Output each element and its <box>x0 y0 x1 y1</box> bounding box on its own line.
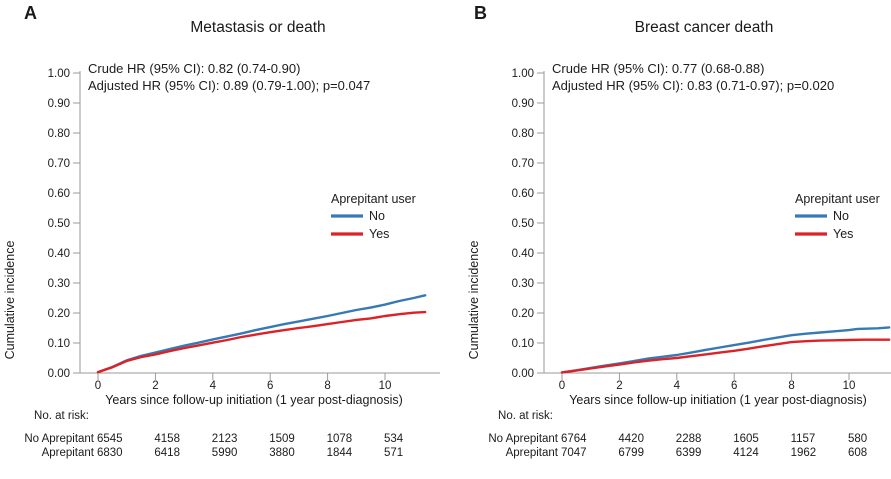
risk-row-label: No Aprepitant <box>488 433 558 445</box>
panel-letter-a: A <box>24 3 37 23</box>
y-tick-label: 0.10 <box>512 338 534 350</box>
y-tick-label: 0.80 <box>512 128 534 140</box>
x-tick-label: 8 <box>324 380 330 392</box>
risk-count: 6418 <box>154 447 180 459</box>
legend-title: Aprepitant user <box>795 192 880 206</box>
risk-count: 2288 <box>676 433 702 445</box>
x-tick-label: 6 <box>731 380 737 392</box>
y-tick-label: 0.90 <box>48 98 70 110</box>
risk-count: 7047 <box>561 447 587 459</box>
y-tick-label: 0.30 <box>512 278 534 290</box>
panel-letter-b: B <box>474 3 487 23</box>
y-tick-label: 0.10 <box>48 338 70 350</box>
adjusted-hr-annotation: Adjusted HR (95% CI): 0.89 (0.79-1.00); … <box>88 78 370 93</box>
x-tick-label: 8 <box>788 380 794 392</box>
y-tick-label: 0.70 <box>512 158 534 170</box>
risk-row-label: No Aprepitant <box>24 433 94 445</box>
risk-count: 608 <box>848 447 867 459</box>
risk-count: 6799 <box>618 447 644 459</box>
risk-count: 6399 <box>676 447 702 459</box>
risk-count: 5990 <box>212 447 238 459</box>
crude-hr-annotation: Crude HR (95% CI): 0.82 (0.74-0.90) <box>88 61 300 76</box>
y-axis-label: Cumulative incidence <box>3 241 17 360</box>
risk-row-label: Aprepitant <box>506 447 559 459</box>
risk-count: 1844 <box>327 447 353 459</box>
risk-count: 580 <box>848 433 867 445</box>
x-tick-label: 2 <box>616 380 622 392</box>
y-tick-label: 0.50 <box>48 218 70 230</box>
y-tick-label: 0.60 <box>512 188 534 200</box>
y-tick-label: 0.40 <box>48 248 70 260</box>
x-tick-label: 0 <box>559 380 565 392</box>
y-tick-label: 0.00 <box>512 368 534 380</box>
legend-title: Aprepitant user <box>331 192 416 206</box>
risk-table-header: No. at risk: <box>34 410 89 422</box>
risk-count: 1509 <box>269 433 295 445</box>
x-axis-label: Years since follow-up initiation (1 year… <box>569 393 867 407</box>
risk-count: 6545 <box>97 433 123 445</box>
crude-hr-annotation: Crude HR (95% CI): 0.77 (0.68-0.88) <box>552 61 764 76</box>
risk-count: 534 <box>384 433 404 445</box>
x-tick-label: 6 <box>267 380 273 392</box>
km-curve-no <box>96 294 427 374</box>
x-tick-label: 10 <box>379 380 392 392</box>
y-tick-label: 0.80 <box>48 128 70 140</box>
risk-count: 1157 <box>791 433 816 445</box>
risk-count: 6764 <box>561 433 587 445</box>
risk-count: 6830 <box>97 447 123 459</box>
risk-count: 1078 <box>327 433 353 445</box>
y-tick-label: 1.00 <box>512 68 534 80</box>
km-curve-yes <box>96 310 427 374</box>
y-tick-label: 0.20 <box>512 308 534 320</box>
y-tick-label: 1.00 <box>48 68 70 80</box>
legend-label-yes: Yes <box>833 227 853 241</box>
adjusted-hr-annotation: Adjusted HR (95% CI): 0.83 (0.71-0.97); … <box>552 78 834 93</box>
y-tick-label: 0.30 <box>48 278 70 290</box>
panel-b: B Breast cancer death 0.00 0.10 0.20 0.30 0.… <box>446 0 891 479</box>
risk-count: 4158 <box>154 433 180 445</box>
legend: Aprepitant user No Yes <box>795 192 880 241</box>
km-curve-yes <box>560 338 891 374</box>
x-tick-label: 10 <box>843 380 856 392</box>
risk-count: 4420 <box>618 433 644 445</box>
risk-count: 3880 <box>269 447 295 459</box>
risk-count: 2123 <box>212 433 238 445</box>
km-plot-a: 0.00 0.10 0.20 0.30 0.40 0.50 0.60 0.70 0.80 0.90… <box>3 61 440 459</box>
panel-title-a: Metastasis or death <box>190 19 326 36</box>
x-axis-label: Years since follow-up initiation (1 year… <box>105 393 403 407</box>
risk-count: 4124 <box>733 447 759 459</box>
x-tick-label: 4 <box>674 380 681 392</box>
km-plot-b: 0.00 0.10 0.20 0.30 0.40 0.50 0.60 0.70 0.80 0.90… <box>467 61 891 459</box>
legend-label-no: No <box>833 209 849 223</box>
legend-label-no: No <box>369 209 385 223</box>
y-tick-label: 0.60 <box>48 188 70 200</box>
risk-count: 1605 <box>733 433 759 445</box>
y-tick-label: 0.70 <box>48 158 70 170</box>
x-tick-label: 4 <box>210 380 217 392</box>
y-tick-label: 0.90 <box>512 98 534 110</box>
legend: Aprepitant user No Yes <box>331 192 416 241</box>
panel-a: A Metastasis or death 0.00 0.10 0.20 0.30 0.… <box>3 3 440 459</box>
y-tick-label: 0.40 <box>512 248 534 260</box>
y-axis-label: Cumulative incidence <box>467 241 481 360</box>
y-tick-label: 0.20 <box>48 308 70 320</box>
panel-title-b: Breast cancer death <box>634 19 774 36</box>
y-tick-label: 0.50 <box>512 218 534 230</box>
y-tick-label: 0.00 <box>48 368 70 380</box>
x-tick-label: 2 <box>152 380 158 392</box>
legend-label-yes: Yes <box>369 227 389 241</box>
risk-row-label: Aprepitant <box>42 447 95 459</box>
risk-count: 571 <box>384 447 403 459</box>
x-tick-label: 0 <box>95 380 101 392</box>
risk-table-header: No. at risk: <box>498 410 553 422</box>
risk-count: 1962 <box>791 447 817 459</box>
